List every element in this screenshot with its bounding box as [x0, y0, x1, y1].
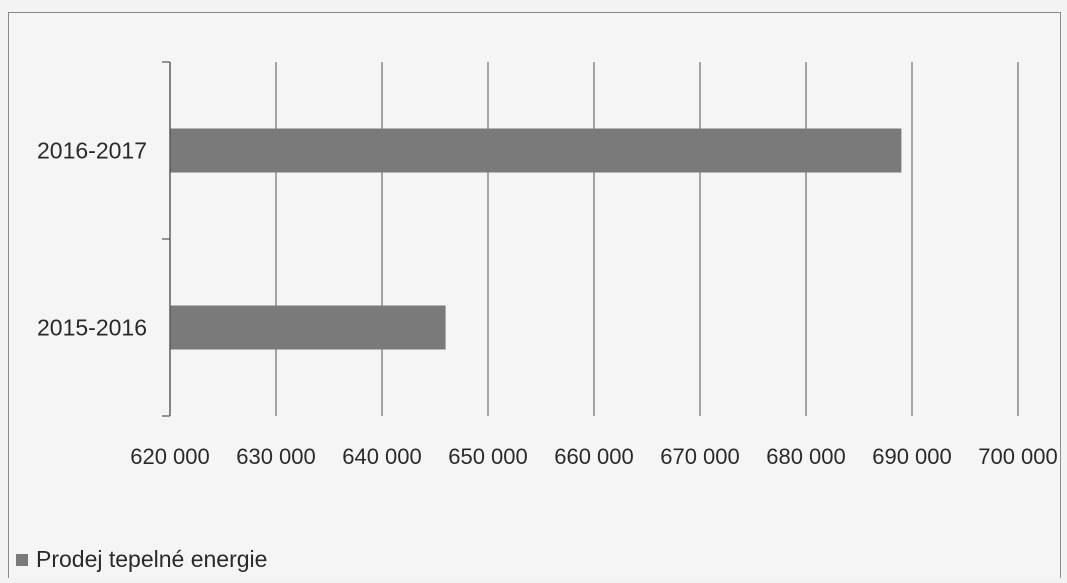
x-tick-label: 620 000 [130, 444, 210, 469]
bar [170, 305, 446, 350]
x-tick-label: 700 000 [978, 444, 1058, 469]
x-tick-label: 660 000 [554, 444, 634, 469]
x-tick-label: 650 000 [448, 444, 528, 469]
category-label: 2016-2017 [37, 138, 147, 164]
legend-swatch [16, 553, 28, 566]
chart-frame [8, 12, 1061, 578]
bars [170, 128, 902, 350]
category-label: 2015-2016 [37, 315, 147, 341]
x-tick-label: 670 000 [660, 444, 740, 469]
x-tick-label: 680 000 [766, 444, 846, 469]
labels: 620 000 630 000 640 000 650 000 660 000 670 0… [37, 138, 1058, 470]
x-tick-label: 640 000 [342, 444, 422, 469]
legend: Prodej tepelné energie [16, 546, 267, 573]
bar [170, 128, 902, 173]
gridlines [275, 62, 1019, 416]
x-tick-label: 630 000 [236, 444, 316, 469]
x-tick-label: 690 000 [872, 444, 952, 469]
legend-label: Prodej tepelné energie [36, 546, 268, 572]
axes [162, 61, 171, 417]
